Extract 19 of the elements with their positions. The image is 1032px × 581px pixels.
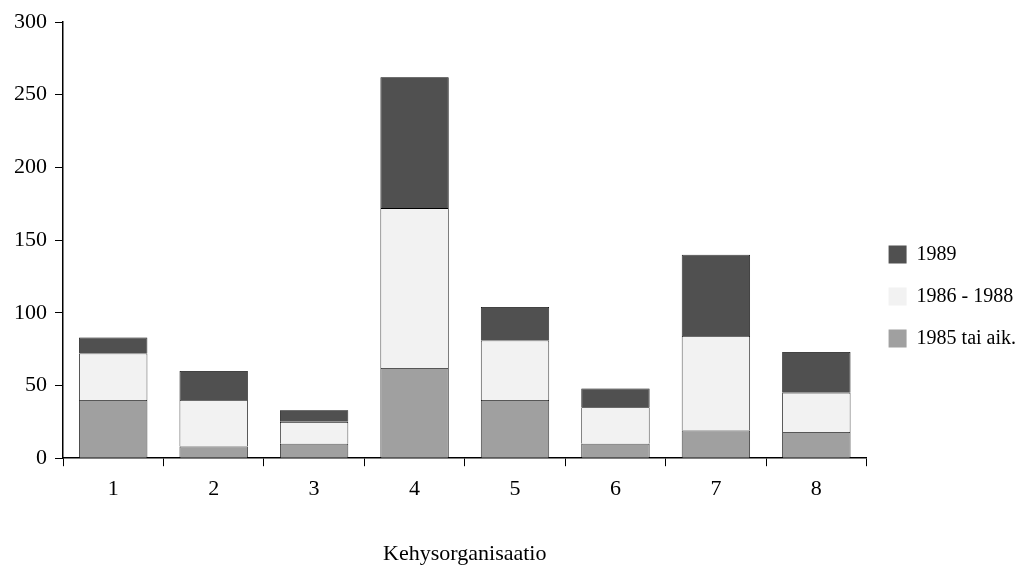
x-tick-label: 1 [107, 475, 119, 501]
y-tick-label: 150 [14, 225, 47, 251]
y-tick-label: 200 [14, 153, 47, 179]
x-tick-label: 2 [208, 475, 220, 501]
y-tick-label: 300 [14, 7, 47, 33]
x-tick-label: 3 [308, 475, 320, 501]
legend-label: 1986 - 1988 [916, 283, 1014, 306]
x-tick-label: 7 [710, 475, 722, 501]
x-tick-label: 4 [409, 475, 421, 501]
y-tick-label: 250 [14, 80, 47, 106]
x-tick-label: 6 [609, 475, 621, 501]
x-tick-label: 8 [810, 475, 822, 501]
y-tick-label: 50 [25, 371, 47, 397]
legend-label: 1989 [916, 241, 957, 264]
y-tick-label: 100 [14, 298, 47, 324]
x-tick-label: 5 [509, 475, 521, 501]
legend-label: 1985 tai aik. [916, 325, 1017, 348]
x-axis-title: Kehysorganisaatio [383, 539, 547, 565]
y-tick-label: 0 [36, 443, 47, 469]
